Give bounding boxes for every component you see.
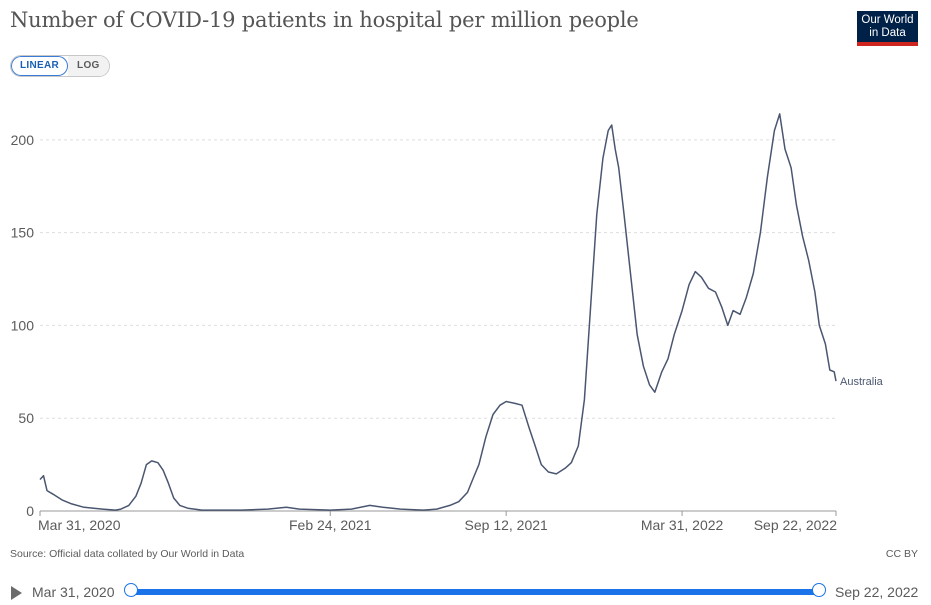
x-tick-label: Feb 24, 2021 xyxy=(289,517,372,533)
y-tick-label: 50 xyxy=(18,410,34,426)
series-label-australia: Australia xyxy=(840,376,884,388)
y-tick-label: 0 xyxy=(26,503,34,519)
timeline-end-handle[interactable] xyxy=(812,583,826,597)
x-tick-label: Sep 12, 2021 xyxy=(465,517,549,533)
series-group: Australia xyxy=(40,114,884,510)
x-axis: Mar 31, 2020 Feb 24, 2021 Sep 12, 2021 Mar … xyxy=(38,511,837,533)
play-icon[interactable] xyxy=(11,586,22,600)
timeline-track[interactable] xyxy=(131,589,819,595)
x-tick-label: Sep 22, 2022 xyxy=(754,517,838,533)
x-tick-label: Mar 31, 2022 xyxy=(641,517,724,533)
license-link[interactable]: CC BY xyxy=(886,548,918,560)
timeline-end-label: Sep 22, 2022 xyxy=(835,584,918,600)
timeline: Mar 31, 2020 Sep 22, 2022 xyxy=(0,578,931,605)
y-tick-label: 200 xyxy=(11,132,35,148)
gridlines xyxy=(40,140,836,418)
source-note: Source: Official data collated by Our Wo… xyxy=(10,548,244,560)
x-tick-label: Mar 31, 2020 xyxy=(38,517,121,533)
timeline-start-label: Mar 31, 2020 xyxy=(32,584,115,600)
y-tick-label: 100 xyxy=(11,317,35,333)
series-line-australia[interactable] xyxy=(40,114,836,510)
timeline-start-handle[interactable] xyxy=(124,583,138,597)
y-axis: 0 50 100 150 200 xyxy=(11,132,35,519)
y-tick-label: 150 xyxy=(11,225,35,241)
line-chart: 0 50 100 150 200 Mar 31, 2020 Feb 24, 2021 Sep… xyxy=(0,0,931,545)
